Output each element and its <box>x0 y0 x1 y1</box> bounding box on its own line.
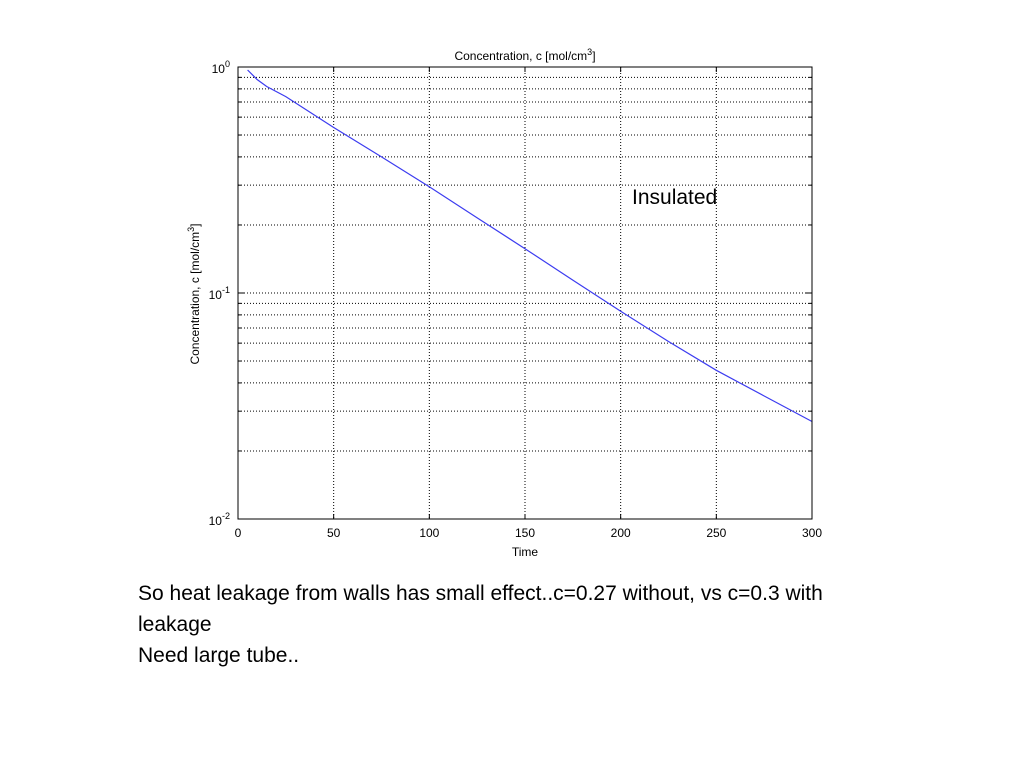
x-tick-label: 250 <box>706 526 726 540</box>
x-tick-label: 150 <box>515 526 535 540</box>
x-tick-label: 200 <box>611 526 631 540</box>
y-tick-label: 100 <box>212 59 230 76</box>
x-tick-label: 0 <box>235 526 242 540</box>
x-tick-label: 100 <box>419 526 439 540</box>
y-axis-label: Concentration, c [mol/cm3] <box>186 223 202 364</box>
annotation-insulated: Insulated <box>632 186 717 209</box>
y-tick-label: 10-2 <box>209 511 230 528</box>
x-tick-label: 50 <box>327 526 341 540</box>
plot-frame <box>237 66 813 520</box>
body-line-2: Need large tube.. <box>138 644 300 667</box>
chart-title: Concentration, c [mol/cm3] <box>454 47 595 63</box>
concentration-chart: 0 50 100 150 200 250 300 100 10-1 10-2 Concentrat… <box>186 47 823 559</box>
grid <box>237 66 813 520</box>
slide-body-text: So heat leakage from walls has small eff… <box>138 578 898 671</box>
x-tick-label: 300 <box>802 526 822 540</box>
x-axis-label: Time <box>512 545 539 559</box>
tick-labels: 0 50 100 150 200 250 300 100 10-1 10-2 <box>209 59 823 540</box>
series-layer <box>247 69 813 423</box>
series-line <box>247 69 813 423</box>
body-line-1: So heat leakage from walls has small eff… <box>138 582 823 636</box>
y-tick-label: 10-1 <box>209 285 230 302</box>
